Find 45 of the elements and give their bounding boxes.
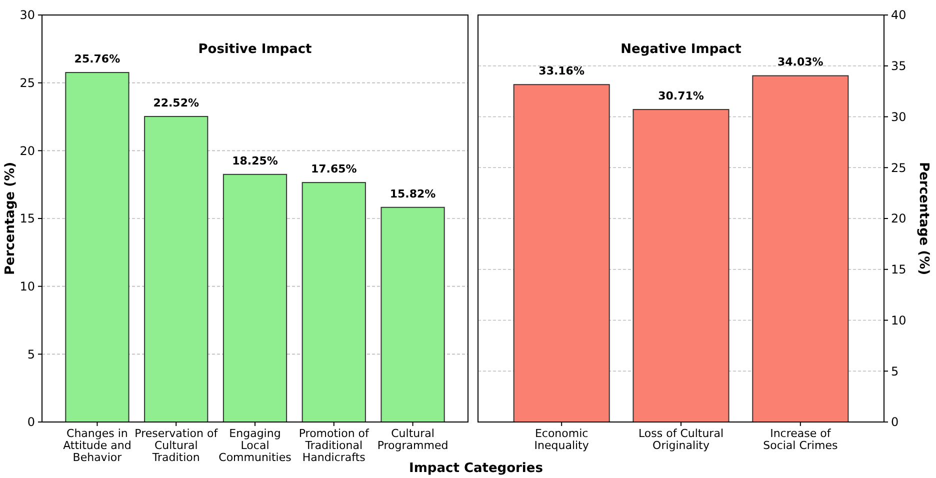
y2-axis-title: Percentage (%): [916, 162, 931, 276]
x-tick-label: Cultural Programmed: [377, 427, 448, 452]
bar: [222, 174, 288, 422]
data-label: 15.82%: [390, 187, 436, 200]
y-tick-label: 20: [20, 144, 35, 158]
x-tick-label: Engaging Local Communities: [218, 427, 292, 464]
data-label: 34.03%: [778, 56, 824, 69]
y-tick-label: 25: [20, 76, 35, 90]
text: Negative Impact: [620, 42, 742, 57]
y2-tick-label: 5: [891, 364, 899, 378]
text: Positive Impact: [198, 42, 312, 57]
x-tick-label: Loss of Cultural Originality: [638, 427, 724, 452]
y-tick-label: 0: [27, 415, 35, 430]
y2-tick-label: 15: [891, 262, 906, 277]
data-label: 18.25%: [232, 154, 278, 168]
y2-tick-label: 35: [891, 59, 906, 74]
y2-tick-label: 25: [891, 160, 906, 175]
y-tick-label: 5: [27, 347, 35, 362]
y2-tick-label: 0: [891, 415, 899, 430]
data-label: 33.16%: [538, 64, 584, 78]
bar: [752, 75, 849, 422]
data-label: 17.65%: [310, 162, 357, 176]
y2-tick-label: 40: [891, 8, 906, 22]
x-tick-label: Preservation of Cultural Tradition: [134, 427, 219, 464]
bar: [632, 109, 730, 422]
y-tick-label: 15: [20, 212, 35, 226]
y2-tick-label: 30: [891, 110, 906, 124]
data-label: 30.71%: [658, 90, 704, 103]
bar: [513, 84, 610, 422]
y2-tick-label: 10: [891, 313, 906, 328]
y2-tick-label: 20: [891, 212, 906, 226]
y-axis-title: Percentage (%): [3, 162, 18, 276]
data-label: 25.76%: [74, 52, 120, 66]
data-label: 22.52%: [153, 96, 200, 110]
x-tick-label: Increase of Social Crimes: [763, 427, 838, 452]
x-tick-label: Promotion of Traditional Handicrafts: [298, 427, 370, 464]
bar: [65, 72, 130, 422]
x-tick-label: Changes in Attitude and Behavior: [63, 427, 132, 464]
y-tick-label: 10: [20, 280, 35, 294]
x-axis-title: Impact Categories: [409, 461, 544, 476]
x-tick-label: Economic Inequality: [534, 427, 590, 452]
bar: [302, 182, 366, 422]
bar: [380, 206, 445, 422]
y-tick-label: 30: [20, 8, 35, 22]
bar: [144, 116, 208, 422]
